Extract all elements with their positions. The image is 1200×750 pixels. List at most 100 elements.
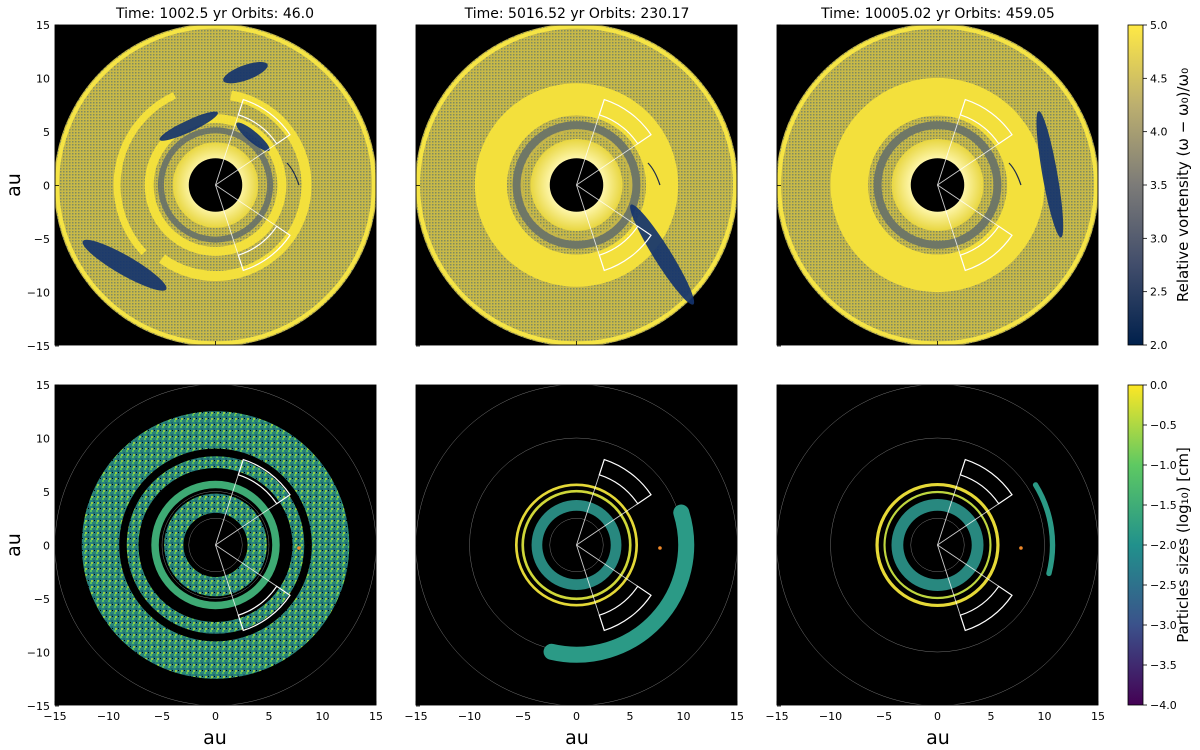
x-tick-label: −10: [819, 710, 842, 723]
particles-panel-3: −15 −10 −5 0 5 10 15: [765, 384, 1105, 723]
x-tick-label: −15: [404, 710, 427, 723]
zoom-sector-upper: [237, 98, 291, 145]
spiral-arm: [113, 92, 176, 256]
zoom-ray-0: [937, 114, 961, 186]
x-tick-label: 0: [934, 710, 941, 723]
y-tick-label: 5: [43, 486, 50, 499]
zoom-sector-lower: [237, 225, 291, 272]
colorbar-ticks: 5.0 4.5 4.0 3.5 3.0 2.5 2.0 0.0 −0.5 −1.0 −1.5 −2.0…: [1143, 19, 1177, 712]
colorbar-bottom-tick-label: −3.0: [1150, 619, 1177, 632]
y-tick-label: 15: [36, 379, 50, 392]
zoom-sector-upper: [598, 458, 652, 505]
x-tick-label: −15: [765, 710, 788, 723]
colorbar-bottom-tick-label: −1.5: [1150, 499, 1177, 512]
gap-ring: [873, 121, 1002, 249]
colorbar-top-tick-label: 3.5: [1150, 179, 1168, 192]
gap-ring: [157, 127, 274, 243]
colorbar-bottom-tick-label: −1.0: [1150, 459, 1177, 472]
y-tick-label: −15: [27, 700, 50, 713]
colorbar-top-tick-label: 3.0: [1150, 232, 1168, 245]
colorbar-bottom: [1127, 384, 1144, 706]
x-tick-label: −10: [97, 710, 120, 723]
x-tick-label: 15: [369, 710, 383, 723]
y-tick-label: −15: [27, 340, 50, 353]
zoom-sector-lower: [598, 225, 652, 272]
zoom-sector-lower: [598, 585, 652, 632]
xlabel-1: au: [203, 727, 227, 749]
panel-title-3: Time: 10005.02 yr Orbits: 459.05: [820, 6, 1055, 22]
axes-frame: [54, 24, 377, 346]
zoom-ray-2: [576, 184, 638, 227]
colorbar-bottom-tick-label: −2.0: [1150, 539, 1177, 552]
xlabel-2: au: [565, 727, 589, 749]
zoom-ray-3: [215, 544, 239, 616]
y-tick-label: 5: [43, 126, 50, 139]
planet-wake: [1008, 162, 1022, 186]
x-tick-label: 0: [573, 710, 580, 723]
x-tick-label: −5: [515, 710, 531, 723]
axes-frame: [415, 24, 738, 346]
colorbar-top-tick-label: 4.0: [1150, 126, 1168, 139]
zoom-ray-0: [937, 474, 961, 546]
axes-frame: [415, 384, 738, 706]
zoom-sector-lower: [959, 225, 1013, 272]
zoom-ray-1: [937, 143, 999, 186]
colorbar-bottom-label: Particles sizes (log₁₀) [cm]: [1174, 447, 1192, 643]
y-tick-label: −5: [34, 593, 50, 606]
colorbar-top-tick-label: 4.5: [1150, 72, 1168, 85]
zoom-ray-1: [576, 143, 638, 186]
y-tick-label: 15: [36, 19, 50, 32]
reference-circle: [549, 518, 604, 572]
vortex-1: [223, 61, 268, 84]
dust-ring-0: [164, 493, 267, 597]
y-tick-label: 0: [43, 540, 50, 553]
zoom-ray-3: [937, 184, 961, 256]
particles-panel-1: −15−15 −10 −10 −5 −5 0 0 5 5 10 10 15 15: [27, 379, 383, 723]
planet-wake: [647, 162, 661, 186]
x-tick-label: −5: [876, 710, 892, 723]
zoom-ray-2: [576, 544, 638, 587]
reference-circle: [830, 437, 1045, 653]
gap-ring: [512, 121, 641, 249]
x-tick-label: −10: [458, 710, 481, 723]
zoom-ray-3: [215, 184, 239, 256]
colorbar-top-label: Relative vortensity (ω − ω₀)/ω₀: [1174, 68, 1192, 302]
x-tick-label: 10: [316, 710, 330, 723]
zoom-ray-2: [937, 544, 999, 587]
axes-frame: [54, 384, 377, 706]
planet-marker: [658, 546, 662, 550]
y-tick-label: 10: [36, 433, 50, 446]
x-tick-label: 5: [988, 710, 995, 723]
vortex-0: [630, 204, 695, 305]
zoom-ray-2: [215, 544, 277, 587]
zoom-ray-0: [576, 474, 600, 546]
zoom-sector-lower: [237, 585, 291, 632]
colorbar-bottom-tick-label: −3.5: [1150, 659, 1177, 672]
panel-title-2: Time: 5016.52 yr Orbits: 230.17: [464, 6, 690, 22]
zoom-sector-upper: [959, 458, 1013, 505]
vortensity-panel-1: −15 −10 −5 0 5 10 15: [27, 19, 377, 353]
zoom-ray-3: [576, 544, 600, 616]
spiral-arm: [159, 90, 312, 281]
colorbar-bottom-tick-label: −4.0: [1150, 699, 1177, 712]
y-tick-label: −10: [27, 647, 50, 660]
reference-circle: [910, 518, 965, 572]
vortensity-panel-2: [415, 24, 738, 347]
zoom-ray-3: [576, 184, 600, 256]
x-tick-label: 0: [212, 710, 219, 723]
y-tick-label: −10: [27, 287, 50, 300]
bright-ring: [830, 77, 1045, 293]
x-tick-label: 10: [677, 710, 691, 723]
zoom-ray-1: [576, 503, 638, 546]
x-tick-label: 5: [266, 710, 273, 723]
axes-frame: [776, 384, 1099, 706]
x-tick-label: 15: [730, 710, 744, 723]
colorbar-top: [1127, 24, 1144, 346]
y-tick-label: 10: [36, 73, 50, 86]
colorbar-bottom-tick-label: 0.0: [1150, 379, 1168, 392]
ylabel-bottom: au: [3, 533, 25, 557]
zoom-ray-1: [215, 143, 277, 186]
bright-ring: [474, 83, 679, 287]
reference-circle: [161, 491, 270, 599]
